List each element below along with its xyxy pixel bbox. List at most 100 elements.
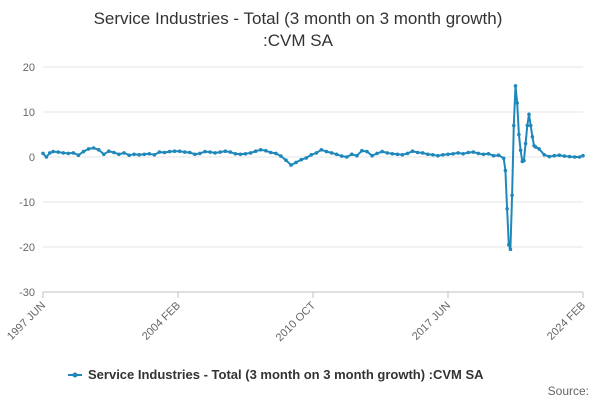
data-point[interactable] bbox=[355, 153, 359, 158]
data-point[interactable] bbox=[431, 153, 435, 157]
data-point[interactable] bbox=[167, 149, 172, 154]
data-point[interactable] bbox=[162, 150, 167, 155]
data-point[interactable] bbox=[284, 158, 288, 162]
data-point[interactable] bbox=[319, 148, 324, 152]
data-point[interactable] bbox=[339, 154, 344, 158]
data-point[interactable] bbox=[572, 155, 577, 159]
data-point[interactable] bbox=[512, 123, 516, 128]
data-point[interactable] bbox=[304, 156, 309, 160]
data-point[interactable] bbox=[117, 152, 121, 157]
data-point[interactable] bbox=[441, 153, 445, 157]
data-point[interactable] bbox=[510, 193, 514, 198]
data-point[interactable] bbox=[395, 152, 400, 157]
data-point[interactable] bbox=[471, 150, 476, 154]
data-point[interactable] bbox=[112, 150, 116, 155]
data-point[interactable] bbox=[152, 153, 157, 157]
data-point[interactable] bbox=[334, 152, 339, 157]
data-point[interactable] bbox=[385, 151, 390, 155]
data-point[interactable] bbox=[56, 150, 60, 154]
data-point[interactable] bbox=[345, 155, 349, 159]
data-point[interactable] bbox=[228, 150, 233, 154]
data-point[interactable] bbox=[515, 101, 519, 105]
data-point[interactable] bbox=[537, 147, 541, 151]
data-point[interactable] bbox=[446, 152, 450, 157]
data-point[interactable] bbox=[496, 153, 501, 157]
data-point[interactable] bbox=[530, 135, 535, 139]
data-point[interactable] bbox=[269, 150, 273, 155]
data-point[interactable] bbox=[208, 150, 212, 154]
data-point[interactable] bbox=[324, 149, 329, 154]
data-point[interactable] bbox=[476, 151, 481, 156]
data-point[interactable] bbox=[528, 123, 533, 128]
data-point[interactable] bbox=[142, 152, 147, 157]
data-point[interactable] bbox=[501, 156, 506, 161]
data-point[interactable] bbox=[188, 150, 192, 155]
data-point[interactable] bbox=[274, 151, 278, 156]
data-point[interactable] bbox=[426, 152, 430, 157]
data-point[interactable] bbox=[51, 149, 55, 154]
legend[interactable]: Service Industries - Total (3 month on 3… bbox=[68, 367, 484, 382]
data-point[interactable] bbox=[289, 163, 293, 167]
data-point[interactable] bbox=[41, 151, 45, 156]
data-point[interactable] bbox=[461, 152, 466, 156]
data-point[interactable] bbox=[370, 153, 374, 158]
data-point[interactable] bbox=[486, 152, 491, 156]
data-point[interactable] bbox=[436, 153, 440, 158]
data-point[interactable] bbox=[503, 168, 508, 173]
data-point[interactable] bbox=[517, 132, 521, 137]
data-point[interactable] bbox=[198, 151, 202, 156]
data-point[interactable] bbox=[415, 150, 420, 155]
data-point[interactable] bbox=[193, 152, 197, 157]
data-point[interactable] bbox=[127, 153, 131, 157]
data-point[interactable] bbox=[66, 151, 71, 156]
data-point[interactable] bbox=[581, 153, 585, 158]
data-point[interactable] bbox=[405, 151, 410, 156]
data-point[interactable] bbox=[314, 151, 319, 155]
data-point[interactable] bbox=[507, 243, 511, 247]
data-point[interactable] bbox=[410, 149, 415, 153]
data-point[interactable] bbox=[547, 154, 552, 159]
data-point[interactable] bbox=[481, 152, 486, 157]
data-point[interactable] bbox=[508, 247, 513, 252]
data-point[interactable] bbox=[157, 150, 162, 154]
data-point[interactable] bbox=[294, 160, 298, 165]
data-point[interactable] bbox=[527, 112, 531, 117]
data-point[interactable] bbox=[61, 151, 66, 155]
data-point[interactable] bbox=[562, 154, 567, 158]
data-point[interactable] bbox=[213, 151, 217, 155]
data-point[interactable] bbox=[183, 150, 187, 154]
data-point[interactable] bbox=[279, 154, 283, 158]
data-point[interactable] bbox=[172, 149, 177, 153]
data-point[interactable] bbox=[557, 153, 562, 157]
data-point[interactable] bbox=[233, 152, 238, 156]
data-point[interactable] bbox=[71, 151, 76, 155]
data-point[interactable] bbox=[525, 123, 530, 128]
data-point[interactable] bbox=[350, 152, 354, 157]
data-point[interactable] bbox=[218, 150, 222, 154]
data-point[interactable] bbox=[76, 153, 81, 157]
data-point[interactable] bbox=[534, 145, 538, 149]
data-point[interactable] bbox=[505, 207, 509, 211]
data-point[interactable] bbox=[96, 148, 101, 152]
data-point[interactable] bbox=[48, 151, 52, 155]
data-point[interactable] bbox=[542, 153, 546, 157]
data-point[interactable] bbox=[203, 149, 207, 154]
data-point[interactable] bbox=[420, 151, 425, 155]
data-point[interactable] bbox=[518, 148, 523, 153]
data-point[interactable] bbox=[375, 151, 379, 156]
data-point[interactable] bbox=[223, 149, 228, 153]
data-point[interactable] bbox=[91, 146, 96, 150]
data-point[interactable] bbox=[552, 153, 557, 158]
data-point[interactable] bbox=[309, 153, 314, 157]
data-point[interactable] bbox=[238, 152, 243, 157]
data-point[interactable] bbox=[380, 149, 385, 154]
data-point[interactable] bbox=[360, 148, 364, 153]
data-point[interactable] bbox=[523, 141, 528, 146]
data-point[interactable] bbox=[137, 153, 141, 157]
data-point[interactable] bbox=[107, 149, 111, 153]
data-point[interactable] bbox=[122, 151, 126, 155]
data-point[interactable] bbox=[177, 149, 182, 153]
data-point[interactable] bbox=[400, 153, 405, 157]
data-point[interactable] bbox=[522, 158, 526, 163]
data-point[interactable] bbox=[466, 150, 471, 155]
